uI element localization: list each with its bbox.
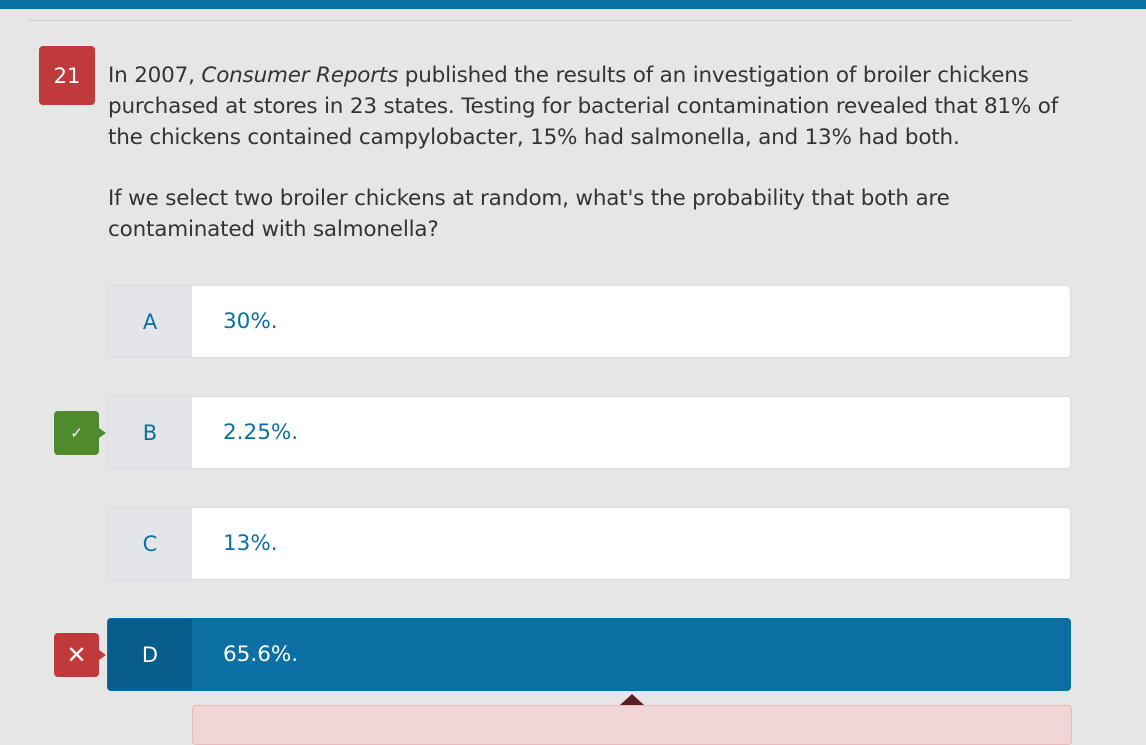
wrong-answer-marker: ✕: [54, 633, 106, 677]
correct-answer-marker: ✓: [54, 411, 106, 455]
question-source: Consumer Reports: [201, 63, 399, 88]
feedback-panel: [192, 705, 1072, 745]
top-divider: [28, 20, 1073, 21]
choice-c[interactable]: C 13%.: [107, 507, 1071, 580]
check-icon: ✓: [70, 424, 83, 442]
choice-letter: D: [108, 619, 192, 690]
question-intro-end: published the results of an investigatio…: [108, 63, 1059, 150]
choice-text: 2.25%.: [223, 420, 299, 445]
question-text: In 2007, Consumer Reports published the …: [108, 60, 1068, 245]
choice-a[interactable]: A 30%.: [107, 285, 1071, 358]
question-intro-start: In 2007,: [108, 63, 202, 88]
choice-letter: A: [108, 286, 192, 357]
question-intro: In 2007, Consumer Reports published the …: [108, 60, 1068, 153]
choice-letter: C: [108, 508, 192, 579]
question-number-badge: 21: [39, 46, 95, 105]
question-prompt: If we select two broiler chickens at ran…: [108, 186, 950, 242]
close-icon: ✕: [66, 641, 87, 669]
choice-letter: B: [108, 397, 192, 468]
feedback-pointer: [620, 694, 644, 705]
choice-b[interactable]: B 2.25%.: [107, 396, 1071, 469]
choice-d[interactable]: D 65.6%.: [107, 618, 1071, 691]
top-accent-bar: [0, 0, 1146, 9]
choice-text: 13%.: [223, 531, 278, 556]
choice-text: 65.6%.: [223, 642, 299, 667]
choice-text: 30%.: [223, 309, 278, 334]
